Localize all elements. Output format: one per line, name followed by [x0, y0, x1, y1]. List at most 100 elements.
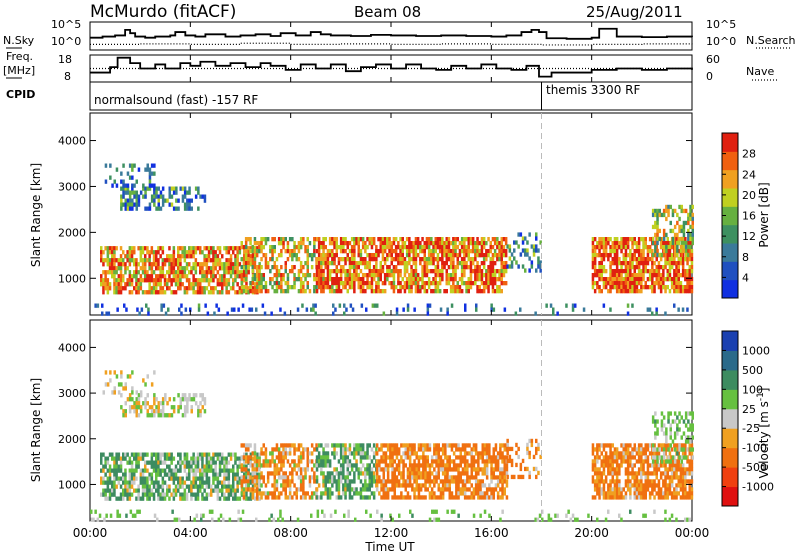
power-echo-cell	[344, 261, 347, 266]
power-echo-cell	[412, 269, 415, 274]
power-echo-cell	[271, 265, 274, 270]
power-echo-cell	[456, 285, 459, 290]
power-echo-cell	[631, 245, 634, 250]
velocity-echo-cell	[288, 443, 292, 448]
power-echo-cell	[392, 289, 396, 294]
power-echo-cell	[467, 249, 470, 254]
power-echo-cell	[238, 274, 242, 279]
velocity-echo-cell	[406, 443, 410, 448]
power-echo-cell	[571, 307, 575, 312]
power-echo-cell	[375, 269, 378, 274]
power-echo-cell	[436, 257, 440, 262]
power-echo-cell	[390, 249, 393, 254]
power-echo-cell	[117, 286, 121, 291]
power-echo-cell	[686, 307, 689, 312]
velocity-echo-cell	[157, 488, 160, 493]
power-echo-cell	[273, 273, 276, 278]
velocity-echo-cell	[411, 471, 414, 476]
power-echo-cell	[491, 257, 495, 262]
power-echo-cell	[574, 303, 577, 308]
velocity-echo-cell	[282, 475, 285, 480]
velocity-echo-cell	[128, 405, 132, 410]
velocity-echo-cell	[372, 471, 376, 476]
power-echo-cell	[212, 286, 215, 291]
velocity-echo-cell	[490, 495, 493, 500]
power-echo-cell	[322, 261, 325, 266]
power-echo-cell	[500, 277, 503, 282]
velocity-echo-cell	[372, 463, 376, 468]
velocity-echo-cell	[150, 413, 154, 418]
velocity-echo-cell	[210, 484, 213, 489]
power-echo-cell	[642, 277, 645, 282]
velocity-echo-cell	[128, 393, 132, 398]
power-echo-cell	[236, 270, 239, 275]
velocity-echo-cell	[415, 463, 418, 468]
power-echo-cell	[181, 246, 184, 251]
velocity-echo-cell	[596, 487, 599, 492]
power-echo-cell	[357, 241, 360, 246]
velocity-echo-cell	[150, 480, 154, 485]
power-echo-cell	[646, 249, 650, 254]
velocity-echo-cell	[181, 397, 185, 402]
power-echo-cell	[106, 254, 110, 259]
power-echo-cell	[108, 250, 112, 255]
power-echo-cell	[177, 266, 180, 271]
power-echo-cell	[236, 250, 239, 255]
power-echo-cell	[297, 273, 301, 278]
power-echo-cell	[255, 307, 258, 312]
power-echo-cell	[480, 261, 484, 266]
velocity-echo-cell	[602, 459, 606, 464]
velocity-echo-cell	[496, 451, 500, 456]
power-echo-cell	[410, 265, 413, 270]
velocity-echo-cell	[113, 484, 116, 489]
velocity-echo-cell	[459, 447, 462, 452]
power-echo-cell	[192, 290, 195, 295]
velocity-echo-cell	[282, 483, 285, 488]
velocity-echo-cell	[424, 487, 427, 492]
power-echo-cell	[326, 273, 330, 278]
velocity-echo-cell	[422, 467, 425, 472]
velocity-echo-cell	[194, 464, 198, 469]
power-echo-cell	[346, 241, 349, 246]
velocity-echo-cell	[243, 472, 246, 477]
velocity-echo-cell	[591, 447, 595, 452]
velocity-echo-cell	[375, 483, 379, 488]
velocity-echo-cell	[474, 491, 478, 496]
power-echo-cell	[179, 186, 182, 191]
power-echo-cell	[188, 186, 191, 191]
velocity-echo-cell	[275, 471, 279, 476]
power-echo-cell	[229, 286, 233, 291]
power-echo-cell	[423, 249, 426, 254]
velocity-echo-cell	[637, 447, 641, 452]
velocity-echo-cell	[395, 443, 399, 448]
power-echo-cell	[611, 241, 614, 246]
velocity-echo-cell	[322, 459, 325, 464]
velocity-echo-cell	[364, 475, 367, 480]
power-echo-cell	[618, 289, 621, 294]
power-ylabel: Slant Range [km]	[29, 163, 43, 267]
power-echo-cell	[322, 257, 325, 262]
power-echo-cell	[264, 281, 268, 286]
power-echo-cell	[467, 257, 470, 262]
power-echo-cell	[658, 212, 661, 218]
velocity-echo-cell	[155, 460, 158, 465]
power-echo-cell	[192, 282, 195, 287]
power-echo-cell	[190, 254, 193, 259]
power-echo-cell	[500, 289, 503, 294]
velocity-echo-cell	[481, 471, 484, 476]
velocity-echo-cell	[199, 401, 202, 406]
power-echo-cell	[510, 260, 514, 265]
power-echo-cell	[221, 266, 224, 271]
velocity-echo-cell	[251, 476, 255, 481]
power-echo-cell	[388, 245, 391, 250]
power-echo-cell	[648, 257, 652, 262]
power-echo-cell	[390, 273, 393, 278]
power-echo-cell	[317, 261, 321, 266]
power-echo-cell	[372, 273, 376, 278]
power-echo-cell	[310, 307, 313, 312]
velocity-echo-cell	[433, 447, 436, 452]
power-echo-cell	[691, 228, 694, 234]
power-echo-cell	[371, 303, 375, 308]
power-echo-cell	[128, 270, 132, 275]
power-echo-cell	[660, 252, 664, 258]
